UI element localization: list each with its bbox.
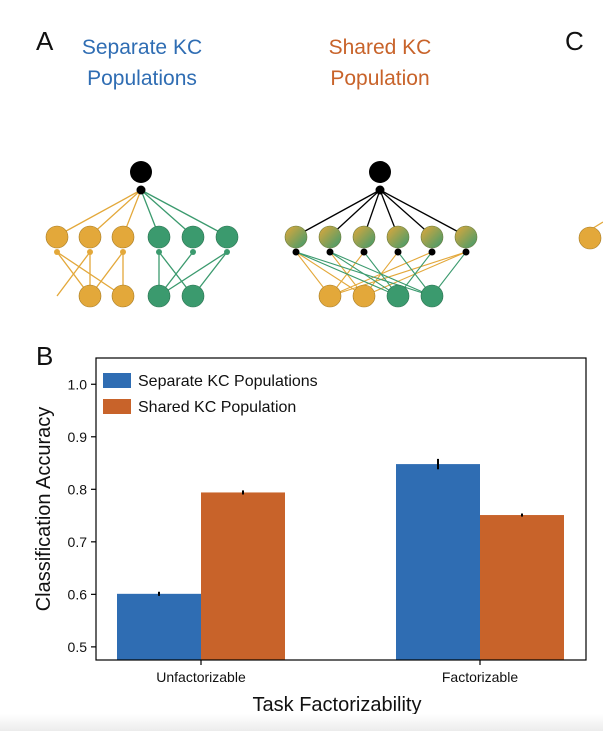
accuracy-bar-chart: 0.5 0.6 0.7 0.8 0.9 1.0 Unfactorizable Factori… <box>33 357 587 716</box>
panel-a-right-title-line2: Population <box>330 67 429 90</box>
panel-c-partial-diagram <box>578 221 603 250</box>
panel-a-letter: A <box>36 26 54 56</box>
panel-a-left-title-line2: Populations <box>87 67 197 90</box>
legend-label-shared: Shared KC Population <box>138 399 296 416</box>
panel-b-letter: B <box>36 341 53 371</box>
bar-shared-unfactorizable <box>201 492 285 660</box>
y-tick-label: 0.8 <box>68 481 88 497</box>
plot-frame <box>95 357 587 661</box>
y-tick-label: 1.0 <box>68 376 88 392</box>
legend-swatch-shared <box>103 399 131 414</box>
x-tick-label-factorizable: Factorizable <box>442 669 518 685</box>
legend: Separate KC Populations Shared KC Populat… <box>103 373 318 416</box>
legend-label-separate: Separate KC Populations <box>138 373 318 390</box>
x-axis-label: Task Factorizability <box>253 694 422 716</box>
panel-a-left-title-line1: Separate KC <box>82 36 202 59</box>
bar-separate-factorizable <box>396 464 480 660</box>
y-tick-label: 0.5 <box>68 639 88 655</box>
y-axis-label: Classification Accuracy <box>33 407 55 612</box>
network-diagram-separate <box>45 161 239 308</box>
y-tick-label: 0.7 <box>68 534 88 550</box>
panel-c-letter: C <box>565 26 584 56</box>
bottom-edge-shadow <box>0 714 603 731</box>
y-tick-label: 0.9 <box>68 429 88 445</box>
panel-a-right-title-line1: Shared KC <box>329 36 432 59</box>
network-diagram-shared <box>284 161 478 308</box>
y-tick-label: 0.6 <box>68 586 88 602</box>
legend-swatch-separate <box>103 373 131 388</box>
bar-separate-unfactorizable <box>117 593 201 660</box>
bar-shared-factorizable <box>480 515 564 660</box>
x-tick-label-unfactorizable: Unfactorizable <box>156 669 246 685</box>
